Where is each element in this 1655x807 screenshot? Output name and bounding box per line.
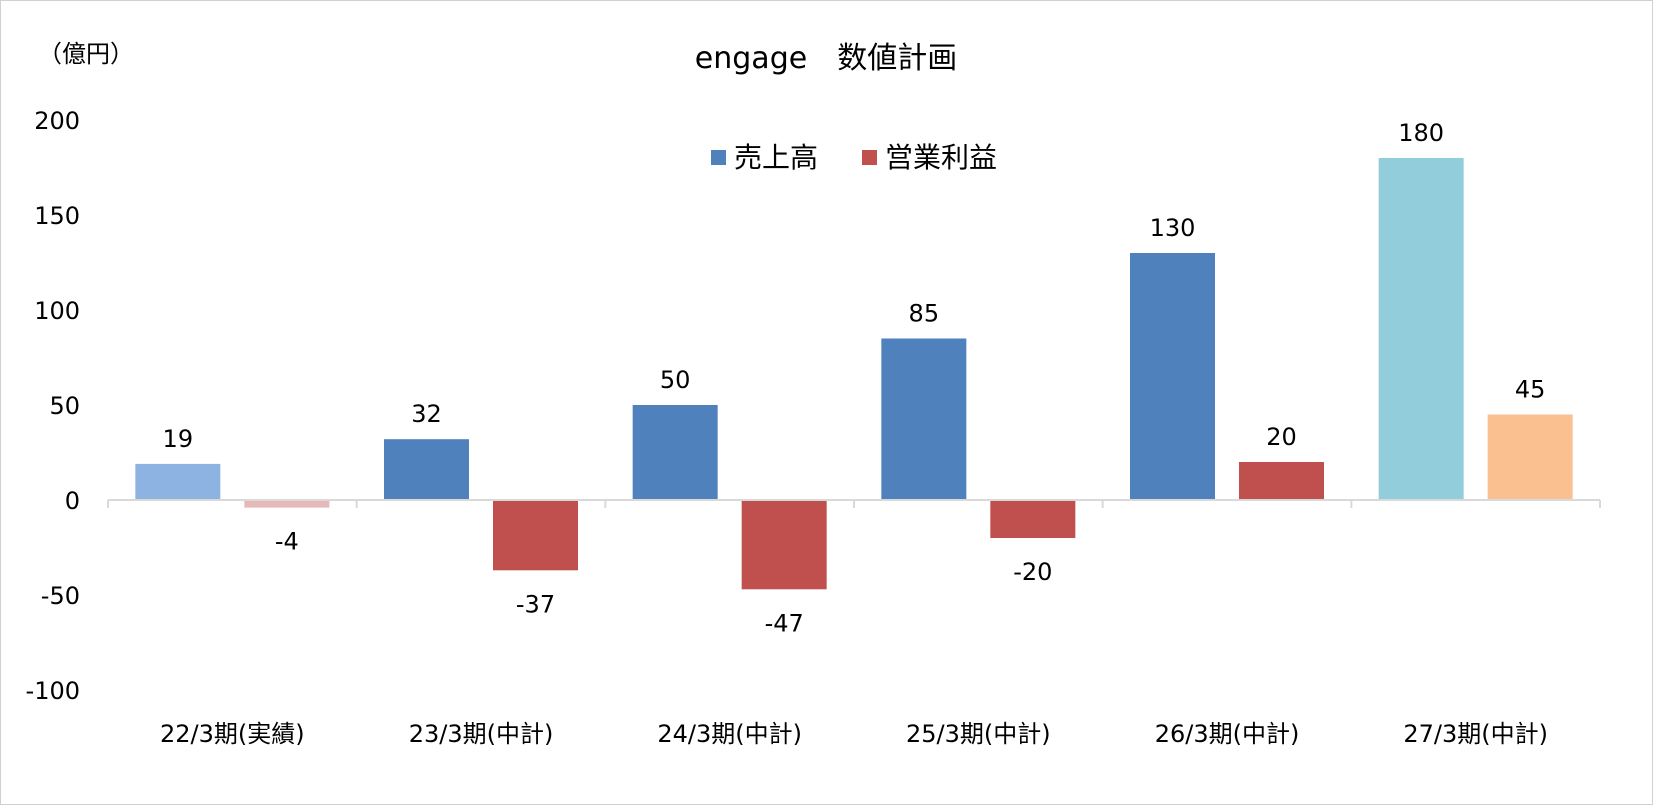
data-labels: 19 -4 32 -37 50 -47 85 -20 130 20 180 45 xyxy=(163,119,1546,637)
y-tick-label: -50 xyxy=(41,582,80,610)
data-label: 19 xyxy=(163,425,194,453)
x-category-label: 26/3期(中計) xyxy=(1155,720,1300,748)
operating-profit-bar xyxy=(990,500,1076,538)
data-label: 130 xyxy=(1150,214,1196,242)
operating-profit-bar xyxy=(244,500,330,508)
chart-title: engage 数値計画 xyxy=(695,41,957,76)
y-tick-label: 100 xyxy=(34,297,80,325)
bars xyxy=(135,158,1573,590)
legend: 売上高 営業利益 xyxy=(711,141,997,174)
sales-bar xyxy=(632,405,718,500)
x-category-label: 22/3期(実績) xyxy=(160,720,305,748)
y-tick-label: 150 xyxy=(34,202,80,230)
x-category-label: 24/3期(中計) xyxy=(657,720,802,748)
operating-profit-bar xyxy=(741,500,827,590)
data-label: 45 xyxy=(1515,376,1546,404)
data-label: -20 xyxy=(1013,558,1052,586)
y-axis-tick-labels: -100 -50 0 50 100 150 200 xyxy=(26,107,80,705)
y-unit-label: （億円） xyxy=(38,40,134,68)
data-label: 50 xyxy=(660,366,691,394)
operating-profit-bar xyxy=(1487,414,1573,500)
x-category-label: 27/3期(中計) xyxy=(1403,720,1548,748)
data-label: -37 xyxy=(516,590,555,618)
legend-label-sales: 売上高 xyxy=(734,141,818,174)
data-label: -47 xyxy=(765,609,804,637)
legend-label-operating-profit: 営業利益 xyxy=(885,141,997,174)
y-tick-label: 50 xyxy=(49,392,80,420)
sales-bar xyxy=(1130,253,1215,500)
data-label: 32 xyxy=(411,400,442,428)
sales-bar xyxy=(881,338,967,500)
sales-bar xyxy=(1378,158,1464,500)
y-tick-label: -100 xyxy=(26,677,80,705)
legend-swatch-operating-profit xyxy=(862,150,877,165)
x-axis xyxy=(107,499,1601,508)
x-category-label: 23/3期(中計) xyxy=(409,720,554,748)
operating-profit-bar xyxy=(493,500,578,571)
x-category-label: 25/3期(中計) xyxy=(906,720,1051,748)
sales-bar xyxy=(135,463,221,500)
data-label: 180 xyxy=(1398,119,1444,147)
y-tick-label: 200 xyxy=(34,107,80,135)
y-tick-label: 0 xyxy=(65,487,80,515)
category-labels: 22/3期(実績) 23/3期(中計) 24/3期(中計) 25/3期(中計) 26/3… xyxy=(160,720,1548,748)
legend-swatch-sales xyxy=(711,150,726,165)
sales-bar xyxy=(384,439,469,500)
operating-profit-bar xyxy=(1239,462,1324,500)
data-label: -4 xyxy=(275,528,299,556)
data-label: 20 xyxy=(1266,423,1297,451)
data-label: 85 xyxy=(909,300,940,328)
